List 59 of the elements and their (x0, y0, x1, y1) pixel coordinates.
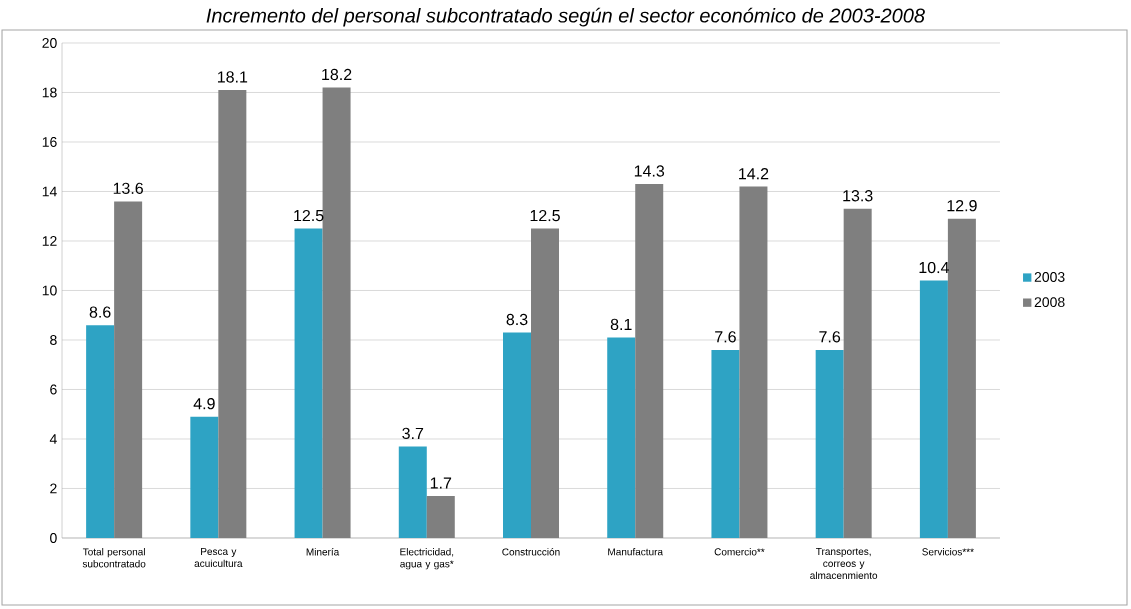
x-tick-label: Comercio** (714, 548, 765, 556)
x-tick-label: Servicios*** (922, 548, 974, 556)
data-label: 8.1 (610, 318, 632, 331)
bar (218, 90, 247, 538)
y-tick-label: 0 (50, 533, 57, 543)
y-tick-label: 2 (50, 483, 57, 494)
bar (531, 228, 560, 538)
bar (114, 201, 143, 538)
y-tick-label: 16 (42, 137, 57, 147)
data-label: 7.6 (819, 331, 841, 343)
x-tick-label: Minería (306, 548, 340, 556)
y-tick-label: 8 (50, 335, 57, 345)
bar (607, 337, 636, 538)
bar (843, 208, 872, 538)
y-tick-label: 18 (42, 87, 57, 98)
bar (426, 495, 455, 538)
bar (190, 416, 219, 538)
y-tick-label: 6 (50, 384, 57, 395)
y-tick-label: 12 (42, 236, 57, 246)
legend-label: 2008 (1034, 297, 1065, 308)
bar (635, 184, 664, 538)
x-tick-label: Total personal subcontratado (82, 548, 146, 568)
x-tick-label: Electricidad, agua y gas* (400, 548, 454, 570)
bar (294, 228, 323, 538)
data-label: 12.5 (294, 209, 324, 222)
bar (398, 446, 427, 538)
x-tick-label: Transportes, correos y almacenmiento (810, 548, 878, 580)
data-label: 12.5 (530, 209, 560, 222)
chart-title: Incremento del personal subcontratado según el sector económico de 2003-2008 (206, 7, 925, 27)
x-tick-label: Construcción (502, 548, 560, 556)
x-tick-label: Pesca y acuicultura (194, 548, 243, 568)
data-label: 18.2 (322, 68, 352, 81)
y-tick-label: 20 (42, 38, 57, 48)
bar (947, 218, 976, 538)
y-tick-label: 10 (42, 285, 57, 296)
bar (815, 349, 844, 538)
bar (322, 87, 351, 538)
data-label: 4.9 (193, 398, 215, 410)
data-label: 8.3 (506, 313, 528, 326)
bar (919, 280, 948, 538)
data-label: 18.1 (217, 71, 248, 83)
data-label: 10.4 (919, 261, 949, 274)
data-label: 1.7 (430, 477, 452, 489)
data-label: 14.2 (739, 167, 769, 180)
data-label: 3.7 (402, 427, 424, 440)
data-label: 7.6 (715, 331, 736, 343)
data-label: 13.3 (843, 190, 873, 202)
bar (711, 349, 740, 538)
data-label: 12.9 (947, 200, 977, 212)
y-tick-label: 4 (49, 434, 57, 444)
legend-label: 2003 (1034, 272, 1065, 282)
data-label: 13.6 (113, 182, 143, 194)
bar (503, 332, 532, 538)
data-label: 8.6 (89, 306, 111, 318)
bar (86, 325, 115, 538)
y-tick-label: 14 (42, 186, 57, 197)
bar (739, 186, 768, 538)
data-label: 14.3 (634, 165, 665, 177)
x-tick-label: Manufactura (608, 548, 664, 556)
